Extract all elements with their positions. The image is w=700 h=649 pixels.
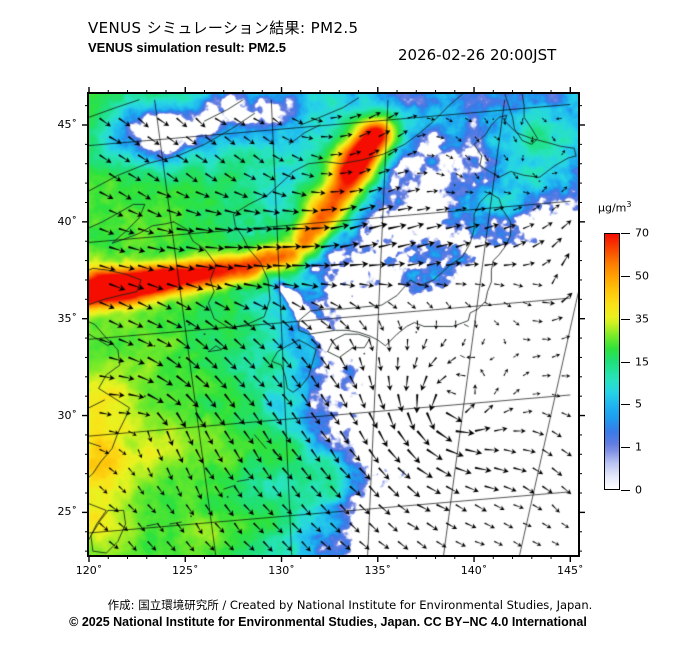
colorbar-unit-exponent: 3	[626, 200, 632, 209]
page-title-english: VENUS simulation result: PM2.5	[88, 40, 286, 55]
colorbar-tick-label-35: 35	[635, 312, 649, 326]
colorbar-tick-15	[621, 361, 630, 363]
colorbar-unit-label: μg/m3	[598, 200, 632, 215]
lat-axis-label-35: 35˚	[57, 311, 78, 325]
colorbar-unit-prefix: μg/m	[598, 201, 627, 215]
lat-axis-label-25: 25˚	[57, 505, 78, 519]
colorbar-tick-5	[621, 404, 630, 406]
colorbar-gradient-bar	[604, 233, 620, 490]
colorbar-tick-label-15: 15	[635, 355, 649, 368]
lon-axis-label-140: 140˚	[460, 564, 488, 577]
colorbar-legend: μg/m3 70 50 35 15 5 1 0	[588, 200, 696, 505]
colorbar-tick-label-50: 50	[635, 269, 649, 283]
credit-line-primary: 作成: 国立環境研究所 / Created by National Instit…	[107, 598, 593, 612]
credit-line-secondary-clip: © 2025 National Institute for Environmen…	[0, 615, 700, 639]
lat-axis-label-30: 30˚	[57, 408, 78, 422]
lat-axis-label-40: 40˚	[57, 214, 78, 228]
lon-axis-label-145: 145˚	[557, 564, 584, 577]
page-title-japanese: VENUS シミュレーション結果: PM2.5	[88, 19, 359, 37]
colorbar-tick-0	[621, 490, 630, 491]
colorbar-tick-label-70: 70	[635, 226, 649, 240]
credit-line-secondary: © 2025 National Institute for Environmen…	[69, 615, 587, 629]
lon-axis-label-125: 125˚	[172, 564, 199, 577]
lat-axis-label-45: 45˚	[57, 117, 78, 131]
lon-axis-label-135: 135˚	[364, 564, 392, 577]
lon-axis-label-130: 130˚	[268, 564, 295, 577]
lon-axis-label-120: 120˚	[75, 564, 103, 577]
colorbar-tick-label-0: 0	[635, 483, 642, 497]
colorbar-tick-label-1: 1	[635, 440, 642, 454]
timestamp-label: 2026-02-26 20:00JST	[398, 46, 557, 64]
colorbar-tick-70	[621, 233, 630, 234]
map-plot-area[interactable]	[87, 92, 580, 557]
colorbar-tick-35	[621, 318, 630, 320]
colorbar-tick-label-5: 5	[635, 397, 642, 411]
colorbar-tick-50	[621, 275, 630, 277]
colorbar-tick-1	[621, 447, 630, 449]
pm25-concentration-field	[89, 94, 578, 555]
